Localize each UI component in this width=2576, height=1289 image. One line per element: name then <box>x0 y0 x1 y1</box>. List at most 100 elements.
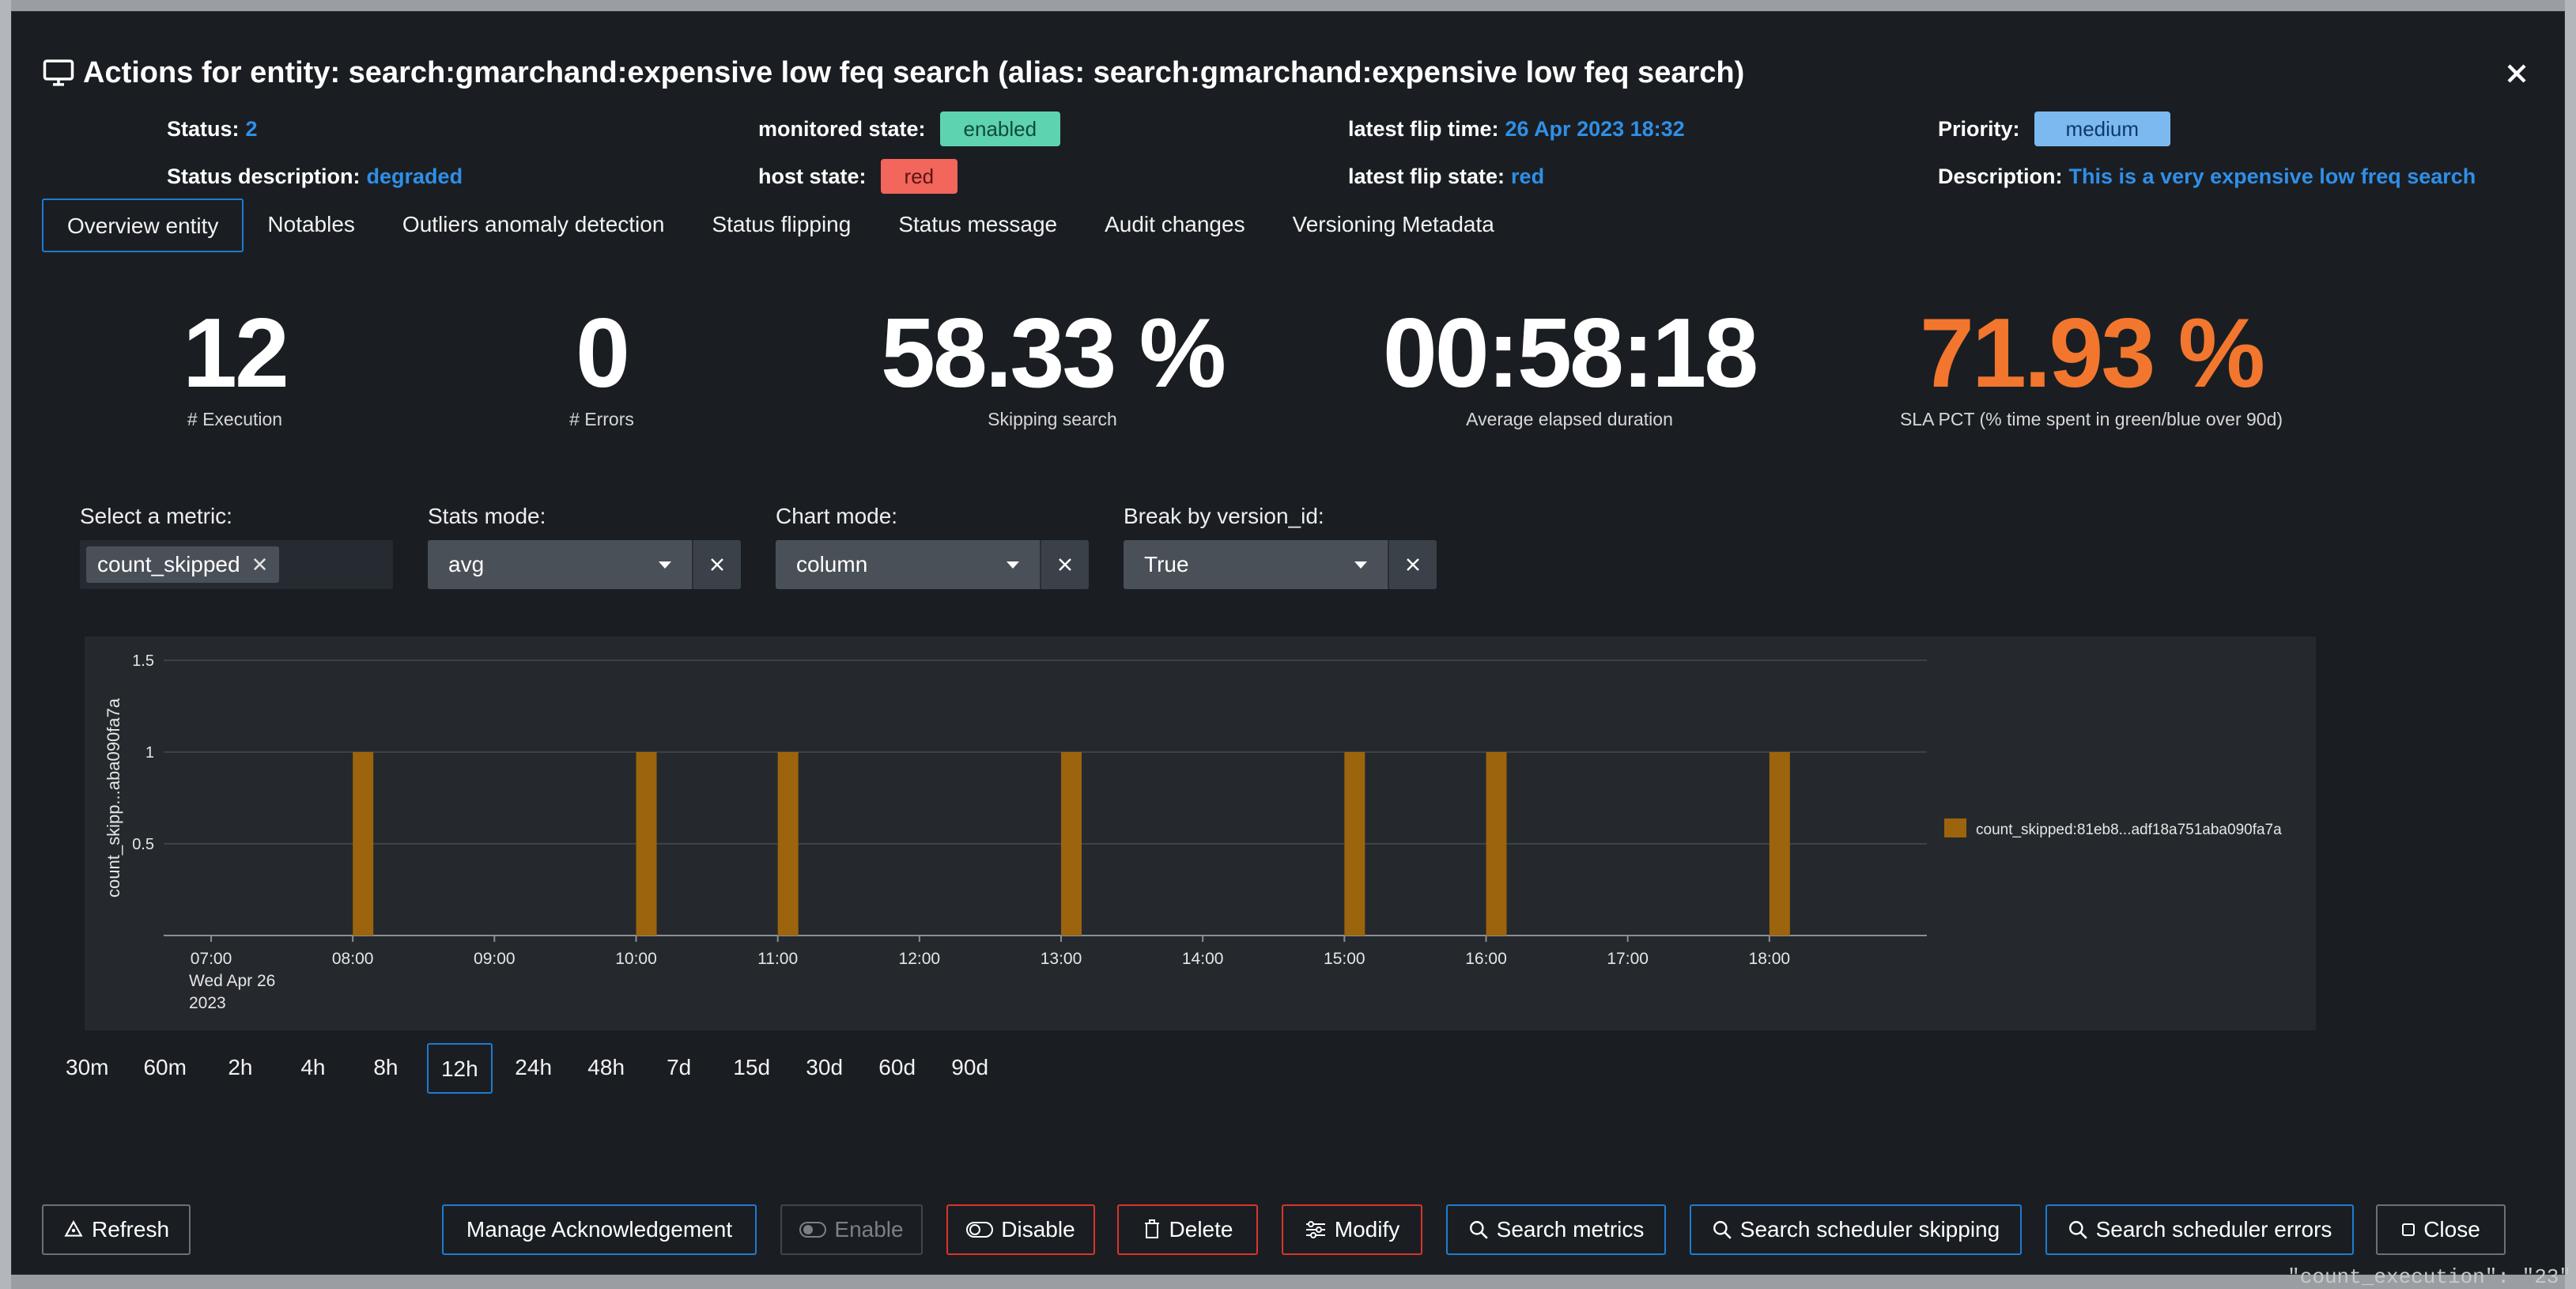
x-tick-label: 13:00 <box>1041 950 1082 968</box>
search-icon <box>1713 1221 1732 1239</box>
kpi-label: Average elapsed duration <box>1466 409 1673 429</box>
x-tick-label: 07:00 <box>191 950 232 968</box>
toggle-icon <box>966 1222 994 1238</box>
delete-label: Delete <box>1169 1217 1233 1242</box>
chart-mode-label: Chart mode: <box>776 504 898 528</box>
tab-bar: Overview entity Notables Outliers anomal… <box>42 198 1518 252</box>
tab-notables[interactable]: Notables <box>267 212 355 236</box>
range-90d[interactable]: 90d <box>951 1055 989 1079</box>
clear-icon[interactable] <box>692 540 741 589</box>
range-15d[interactable]: 15d <box>733 1055 771 1079</box>
range-7d[interactable]: 7d <box>667 1055 692 1079</box>
status-label: Status: <box>167 117 240 141</box>
search-metrics-button[interactable]: Search metrics <box>1446 1204 1666 1255</box>
bar <box>636 752 657 936</box>
range-30m[interactable]: 30m <box>66 1055 109 1079</box>
kpi-row: 12 # Execution 0 # Errors 58.33 % Skippi… <box>12 304 2564 447</box>
chevron-down-icon <box>1007 561 1019 569</box>
tab-outliers-anomaly-detection[interactable]: Outliers anomaly detection <box>402 212 665 236</box>
kpi-value: 0 <box>576 299 630 408</box>
kpi-sla-pct: 71.93 % SLA PCT (% time spent in green/b… <box>1862 304 2321 430</box>
close-button[interactable]: Close <box>2376 1204 2506 1255</box>
range-4h[interactable]: 4h <box>300 1055 326 1079</box>
x-tick-label: 10:00 <box>615 950 657 968</box>
chart-panel: 1.5 1 0.5 count_skipp...aba090fa7a 07:00 Wed … <box>85 637 2316 1030</box>
y-axis-label: count_skipp...aba090fa7a <box>104 697 123 898</box>
break-by-select[interactable]: True <box>1124 540 1388 589</box>
y-tick-label: 1 <box>145 744 154 762</box>
x-tick-sublabel: 2023 <box>189 994 226 1012</box>
modal-footer: Refresh Manage Acknowledgement Enable Di… <box>12 1204 2564 1255</box>
manage-acknowledgement-button[interactable]: Manage Acknowledgement <box>442 1204 757 1255</box>
range-60m[interactable]: 60m <box>143 1055 187 1079</box>
modify-button[interactable]: Modify <box>1282 1204 1422 1255</box>
delete-button[interactable]: Delete <box>1117 1204 1258 1255</box>
close-icon[interactable] <box>2501 58 2533 89</box>
tab-status-message[interactable]: Status message <box>898 212 1058 236</box>
bar <box>1769 752 1790 936</box>
search-scheduler-errors-button[interactable]: Search scheduler errors <box>2045 1204 2354 1255</box>
stats-mode-value: avg <box>448 552 485 576</box>
break-by-value: True <box>1144 552 1189 576</box>
kpi-label: # Execution <box>187 409 283 429</box>
monitor-icon <box>43 59 74 86</box>
description-value: This is a very expensive low freq search <box>2068 164 2476 188</box>
clear-icon[interactable] <box>1388 540 1437 589</box>
kpi-value: 00:58:18 <box>1382 299 1758 408</box>
kpi-label: # Errors <box>569 409 634 429</box>
bar <box>777 752 799 936</box>
clear-icon[interactable] <box>1040 540 1089 589</box>
stats-mode-label: Stats mode: <box>428 504 546 528</box>
square-icon <box>2402 1223 2415 1236</box>
bar <box>1061 752 1082 936</box>
x-tick-label: 08:00 <box>332 950 374 968</box>
x-tick-sublabel: Wed Apr 26 <box>189 972 275 990</box>
column-chart: 1.5 1 0.5 count_skipp...aba090fa7a 07:00 Wed … <box>104 652 2282 1012</box>
modal-title: Actions for entity: search:gmarchand:exp… <box>83 55 1745 89</box>
range-12h[interactable]: 12h <box>426 1043 493 1094</box>
refresh-button[interactable]: Refresh <box>42 1204 191 1255</box>
range-48h[interactable]: 48h <box>587 1055 625 1079</box>
entity-actions-modal: Actions for entity: search:gmarchand:exp… <box>11 11 2565 1275</box>
backdrop-left <box>0 0 11 1289</box>
info-col-flip: latest flip time: 26 Apr 2023 18:32 lates… <box>1348 105 1685 200</box>
range-2h[interactable]: 2h <box>228 1055 253 1079</box>
bar <box>1486 752 1507 936</box>
tab-overview-entity[interactable]: Overview entity <box>42 198 244 252</box>
chart-controls: Select a metric: count_skipped ✕ Stats m… <box>80 504 2564 599</box>
enable-button[interactable]: Enable <box>780 1204 923 1255</box>
chart-mode-select[interactable]: column <box>776 540 1040 589</box>
x-tick-label: 15:00 <box>1324 950 1365 968</box>
x-tick-label: 16:00 <box>1465 950 1507 968</box>
range-60d[interactable]: 60d <box>878 1055 916 1079</box>
kpi-value: 71.93 % <box>1919 299 2265 408</box>
status-description-label: Status description: <box>167 164 361 188</box>
toggle-icon <box>799 1222 827 1238</box>
y-tick-label: 1.5 <box>132 652 154 670</box>
tab-status-flipping[interactable]: Status flipping <box>712 212 852 236</box>
enable-label: Enable <box>834 1217 904 1242</box>
metric-chip-label: count_skipped <box>97 552 240 576</box>
info-col-status: Status: 2 Status description: degraded <box>167 105 463 200</box>
tab-versioning-metadata[interactable]: Versioning Metadata <box>1292 212 1494 236</box>
range-24h[interactable]: 24h <box>515 1055 553 1079</box>
metric-label: Select a metric: <box>80 504 232 528</box>
metric-multiselect[interactable]: count_skipped ✕ <box>80 540 393 589</box>
disable-label: Disable <box>1001 1217 1075 1242</box>
x-tick-label: 12:00 <box>899 950 941 968</box>
bar <box>1344 752 1365 936</box>
stats-mode-select[interactable]: avg <box>428 540 692 589</box>
search-scheduler-skipping-button[interactable]: Search scheduler skipping <box>1690 1204 2022 1255</box>
kpi-skipping-search: 58.33 % Skipping search <box>847 304 1258 430</box>
break-by-label: Break by version_id: <box>1124 504 1324 528</box>
disable-button[interactable]: Disable <box>946 1204 1095 1255</box>
range-30d[interactable]: 30d <box>806 1055 844 1079</box>
chip-remove-icon[interactable]: ✕ <box>251 552 269 576</box>
x-tick-label: 09:00 <box>474 950 516 968</box>
break-by-dropdown: True <box>1124 540 1437 589</box>
kpi-label: Skipping search <box>988 409 1117 429</box>
metric-chip[interactable]: count_skipped ✕ <box>86 546 280 583</box>
range-8h[interactable]: 8h <box>373 1055 398 1079</box>
backdrop-right <box>2565 0 2576 1289</box>
tab-audit-changes[interactable]: Audit changes <box>1105 212 1245 236</box>
